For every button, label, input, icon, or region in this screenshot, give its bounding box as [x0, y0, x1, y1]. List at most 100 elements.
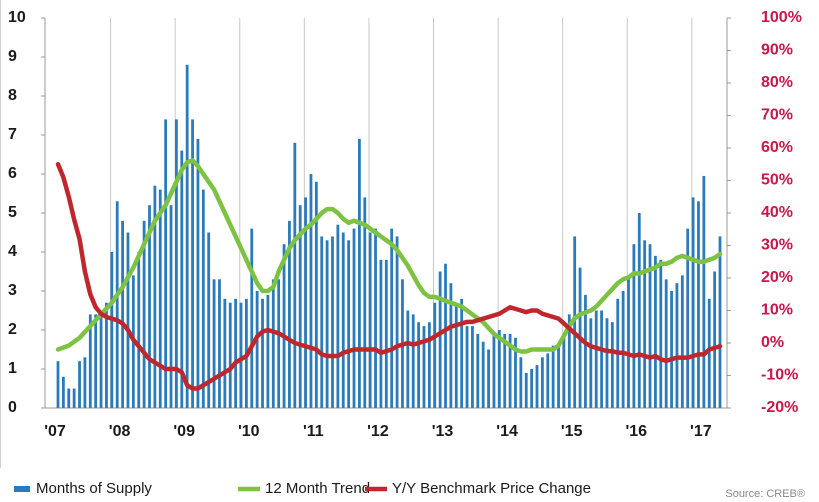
bar	[201, 189, 205, 408]
bar	[524, 372, 528, 408]
bar	[298, 205, 302, 408]
bar	[427, 322, 431, 408]
bar	[196, 138, 200, 408]
bar	[126, 232, 130, 408]
x-tick-label: '10	[238, 423, 260, 440]
x-tick-label: '17	[690, 423, 712, 440]
bar	[255, 291, 259, 408]
y2-tick-label: 40%	[761, 204, 793, 221]
bar	[336, 224, 340, 408]
bar	[433, 302, 437, 408]
y2-tick-label: 90%	[761, 42, 793, 59]
bar	[72, 388, 76, 408]
bar	[497, 330, 501, 408]
bar	[675, 283, 679, 408]
bar	[67, 388, 71, 408]
bar	[460, 298, 464, 408]
bar	[374, 228, 377, 408]
y-tick-label: 6	[8, 165, 17, 182]
bar	[686, 228, 690, 408]
y-tick-label: 5	[8, 204, 17, 221]
bar	[648, 244, 652, 408]
bar	[153, 185, 157, 408]
y-tick-label: 0	[8, 399, 17, 416]
bar	[363, 197, 367, 408]
bar	[142, 220, 146, 408]
bar	[320, 236, 324, 408]
bar	[309, 174, 313, 408]
bar	[110, 252, 114, 408]
bar	[492, 333, 496, 408]
bar	[605, 318, 609, 408]
bar	[304, 197, 307, 408]
bar	[94, 314, 98, 408]
bar	[180, 150, 184, 408]
bar	[250, 228, 254, 408]
bar	[540, 357, 544, 408]
bar	[379, 259, 383, 408]
bar	[185, 64, 189, 409]
y2-tick-label: 100%	[761, 9, 802, 26]
bar	[228, 302, 232, 408]
x-tick-label: '14	[496, 423, 518, 440]
bar	[341, 232, 345, 408]
bar	[680, 275, 684, 408]
bar	[83, 357, 87, 408]
bar	[293, 142, 297, 409]
bar	[61, 376, 65, 408]
legend-label: Months of Supply	[36, 480, 152, 497]
y2-tick-label: 60%	[761, 139, 793, 156]
bar	[594, 310, 598, 408]
bar	[115, 201, 119, 408]
bar	[395, 236, 399, 408]
bar	[212, 279, 216, 408]
bar	[707, 298, 711, 408]
y2-tick-label: 20%	[761, 269, 793, 286]
x-tick-label: '13	[432, 423, 454, 440]
bar	[444, 263, 447, 408]
source-note: Source: CREB®	[725, 488, 805, 500]
bar	[481, 341, 485, 408]
bar	[121, 220, 124, 408]
bar	[600, 310, 603, 408]
line	[55, 158, 723, 354]
bar	[347, 240, 351, 408]
bar	[465, 326, 469, 408]
bar	[610, 322, 614, 408]
bar	[422, 326, 426, 408]
y-tick-label: 9	[8, 48, 17, 65]
bar	[78, 361, 81, 408]
bar	[314, 181, 318, 408]
bar	[406, 310, 410, 408]
y2-tick-label: 50%	[761, 172, 793, 189]
x-tick-label: '12	[367, 423, 389, 440]
legend-label: Y/Y Benchmark Price Change	[392, 480, 591, 497]
bar	[169, 205, 173, 408]
bar	[175, 119, 178, 409]
y-tick-label: 7	[8, 126, 17, 143]
x-tick-label: '16	[625, 423, 647, 440]
bar	[718, 236, 722, 408]
bar	[713, 271, 717, 408]
bar	[519, 357, 523, 408]
bar	[261, 298, 264, 408]
bar	[158, 189, 162, 408]
bar	[535, 365, 539, 408]
bar	[164, 119, 168, 409]
bar	[546, 353, 550, 408]
y-tick-label: 10	[8, 9, 26, 26]
bar	[514, 337, 517, 408]
bar	[637, 213, 641, 408]
bar	[567, 314, 571, 408]
bar	[589, 318, 593, 408]
bar	[557, 345, 560, 408]
bar	[266, 294, 270, 408]
bar	[584, 294, 587, 408]
bar	[438, 271, 442, 408]
bar	[659, 259, 663, 408]
bar	[664, 279, 668, 408]
bar	[487, 349, 490, 408]
bar	[503, 333, 507, 408]
y2-tick-label: 0%	[761, 334, 784, 351]
legend-label: 12 Month Trend	[265, 480, 370, 497]
